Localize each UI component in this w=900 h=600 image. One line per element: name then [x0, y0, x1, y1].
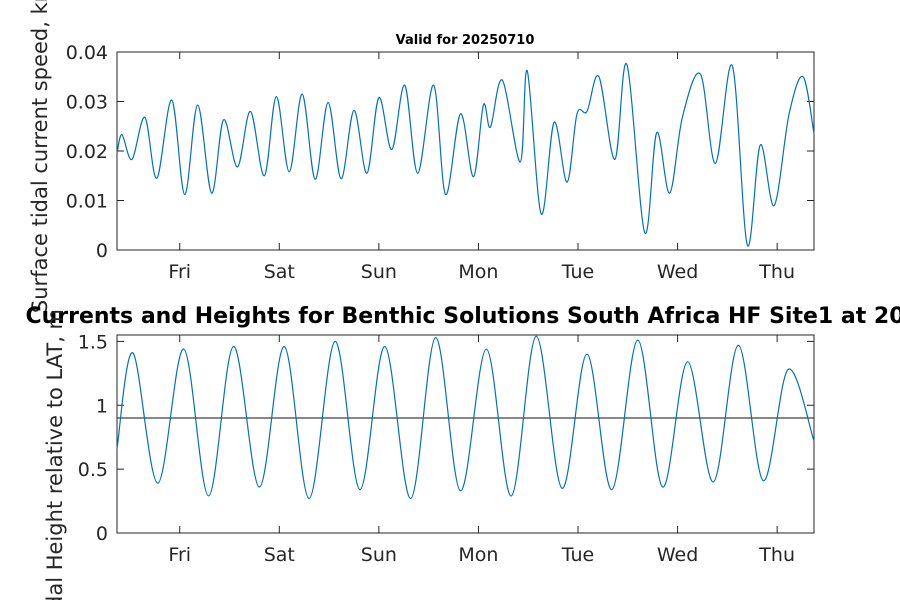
tidal-height-xtick-label: Sun: [361, 544, 397, 566]
tidal-height-ticks: 0 0.5 1 1.5 Fri Sat Sun Mon Tue Wed Thu: [78, 331, 814, 566]
current-speed-ytick-label: 0: [96, 240, 108, 262]
current-speed-xtick-label: Sat: [264, 261, 295, 283]
tidal-height-xtick-label: Thu: [758, 544, 795, 566]
tidal-height-ylabel: Tidal Height relative to LAT, m: [43, 309, 67, 600]
tidal-height-line: [116, 335, 815, 500]
current-speed-xtick-label: Sun: [361, 261, 397, 283]
current-speed-ytick-label: 0.04: [66, 42, 108, 64]
tidal-height-axes-box: [116, 334, 815, 534]
tidal-height-xtick-label: Fri: [168, 544, 191, 566]
current-speed-xtick-label: Wed: [657, 261, 698, 283]
current-speed-panel: 0 0.01 0.02 0.03 0.04 Fri Sat Sun Mon Tue Wed Thu V…: [28, 0, 815, 313]
tidal-height-title: Currents and Heights for Benthic Solutio…: [25, 304, 900, 329]
current-speed-line: [116, 63, 815, 247]
current-speed-ylabel: Surface tidal current speed, kn: [28, 0, 52, 313]
current-speed-xtick-label: Tue: [561, 261, 594, 283]
tidal-height-xtick-label: Wed: [657, 544, 698, 566]
tidal-height-panel: 0 0.5 1 1.5 Fri Sat Sun Mon Tue Wed Thu Currents a…: [25, 304, 900, 600]
current-speed-ytick-label: 0.03: [66, 92, 108, 114]
tidal-height-xtick-label: Tue: [561, 544, 594, 566]
current-speed-ticks: 0 0.01 0.02 0.03 0.04 Fri Sat Sun Mon Tue Wed Thu: [66, 42, 814, 283]
tidal-height-ytick-label: 1: [96, 395, 108, 417]
current-speed-title: Valid for 20250710: [396, 33, 535, 48]
tidal-height-xtick-label: Sat: [264, 544, 295, 566]
tidal-height-ytick-label: 0: [96, 523, 108, 545]
current-speed-ytick-label: 0.02: [66, 141, 108, 163]
tidal-height-ytick-label: 1.5: [78, 331, 108, 353]
current-speed-ytick-label: 0.01: [66, 191, 108, 213]
current-speed-xtick-label: Fri: [168, 261, 191, 283]
current-speed-xtick-label: Mon: [458, 261, 498, 283]
current-speed-axes-box: [116, 51, 815, 251]
tidal-height-xtick-label: Mon: [458, 544, 498, 566]
current-speed-xtick-label: Thu: [758, 261, 795, 283]
tidal-height-ytick-label: 0.5: [78, 459, 108, 481]
